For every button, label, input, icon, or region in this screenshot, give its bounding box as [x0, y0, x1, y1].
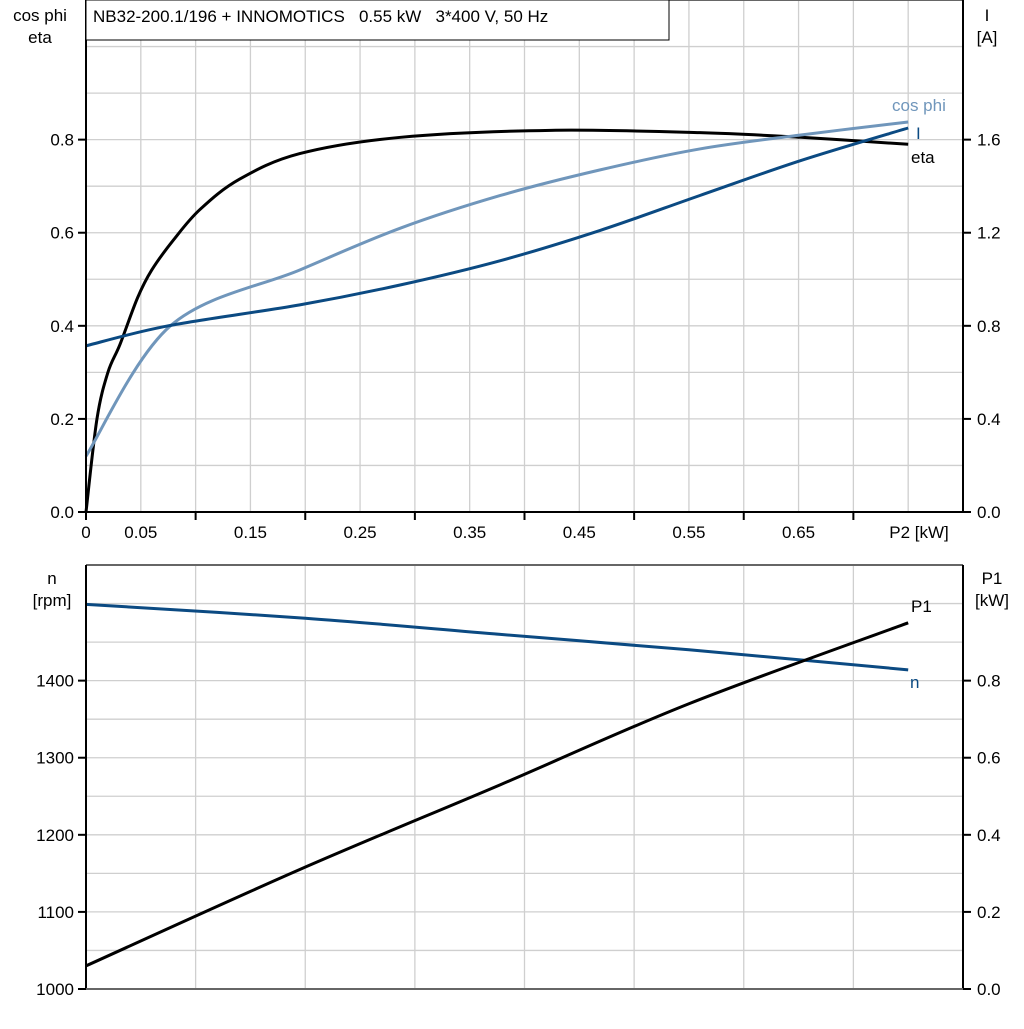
x-tick-label: 0.15 [234, 523, 267, 542]
bottom-left-axis-label-1: n [47, 569, 56, 588]
chart-title: NB32-200.1/196 + INNOMOTICS 0.55 kW 3*40… [93, 7, 548, 26]
top-right-axis-label-1: I [985, 6, 990, 25]
series-line-i [85, 126, 909, 348]
title-box: NB32-200.1/196 + INNOMOTICS 0.55 kW 3*40… [85, 0, 670, 41]
chart-labels: cos phi eta I [A] P2 [kW] n [rpm] P1 [kW… [13, 6, 1009, 692]
bottom-right-axis-label-2: [kW] [975, 591, 1009, 610]
bottom-right-axis-label-1: P1 [982, 569, 1003, 588]
y-right-tick-label: 0.8 [977, 672, 1001, 691]
x-tick-label: 0.65 [782, 523, 815, 542]
y-right-tick-label: 0.4 [977, 410, 1001, 429]
y-right-tick-label: 0.4 [977, 826, 1001, 845]
y-left-tick-label: 0.2 [50, 410, 74, 429]
x-tick-label: 0.05 [124, 523, 157, 542]
series-label-cos-phi: cos phi [892, 96, 946, 115]
series-line-p1 [85, 621, 909, 968]
chart-axes: 0.0 0.2 0.4 0.6 0.8 0.0 0.4 0.8 1.2 1.6 0 0.05 0.15 0… [36, 0, 1001, 999]
x-axis-label: P2 [kW] [889, 523, 949, 542]
y-right-tick-label: 1.6 [977, 131, 1001, 150]
top-left-axis-label-2: eta [28, 28, 52, 47]
series-label-n: n [910, 673, 919, 692]
y-right-tick-label: 0.6 [977, 749, 1001, 768]
y-left-tick-label: 1400 [36, 672, 74, 691]
y-left-tick-label: 1200 [36, 826, 74, 845]
y-left-tick-label: 0.0 [50, 503, 74, 522]
y-left-tick-label: 0.4 [50, 317, 74, 336]
x-tick-label: 0 [81, 523, 90, 542]
bottom-chart-grid [86, 565, 963, 989]
y-right-tick-label: 1.2 [977, 224, 1001, 243]
series-label-p1: P1 [911, 597, 932, 616]
x-tick-label: 0.45 [563, 523, 596, 542]
top-left-axis-label-1: cos phi [13, 6, 67, 25]
y-right-tick-label: 0.0 [977, 980, 1001, 999]
top-chart-grid [86, 0, 963, 512]
y-right-tick-label: 0.0 [977, 503, 1001, 522]
chart-series [84, 120, 909, 968]
y-right-tick-label: 0.8 [977, 317, 1001, 336]
x-tick-label: 0.35 [453, 523, 486, 542]
y-left-tick-label: 1100 [37, 903, 74, 922]
y-left-tick-label: 0.6 [50, 224, 74, 243]
series-label-i: I [916, 124, 921, 143]
y-left-tick-label: 0.8 [50, 131, 74, 150]
y-right-tick-label: 0.2 [977, 903, 1001, 922]
x-tick-label: 0.25 [344, 523, 377, 542]
top-right-axis-label-2: [A] [977, 28, 998, 47]
series-line-eta [84, 128, 909, 513]
y-left-tick-label: 1000 [36, 980, 74, 999]
bottom-left-axis-label-2: [rpm] [33, 591, 72, 610]
series-label-eta: eta [911, 148, 935, 167]
series-line-cos-phi [84, 120, 909, 457]
y-left-tick-label: 1300 [36, 749, 74, 768]
series-line-n [85, 602, 909, 672]
x-tick-label: 0.55 [672, 523, 705, 542]
